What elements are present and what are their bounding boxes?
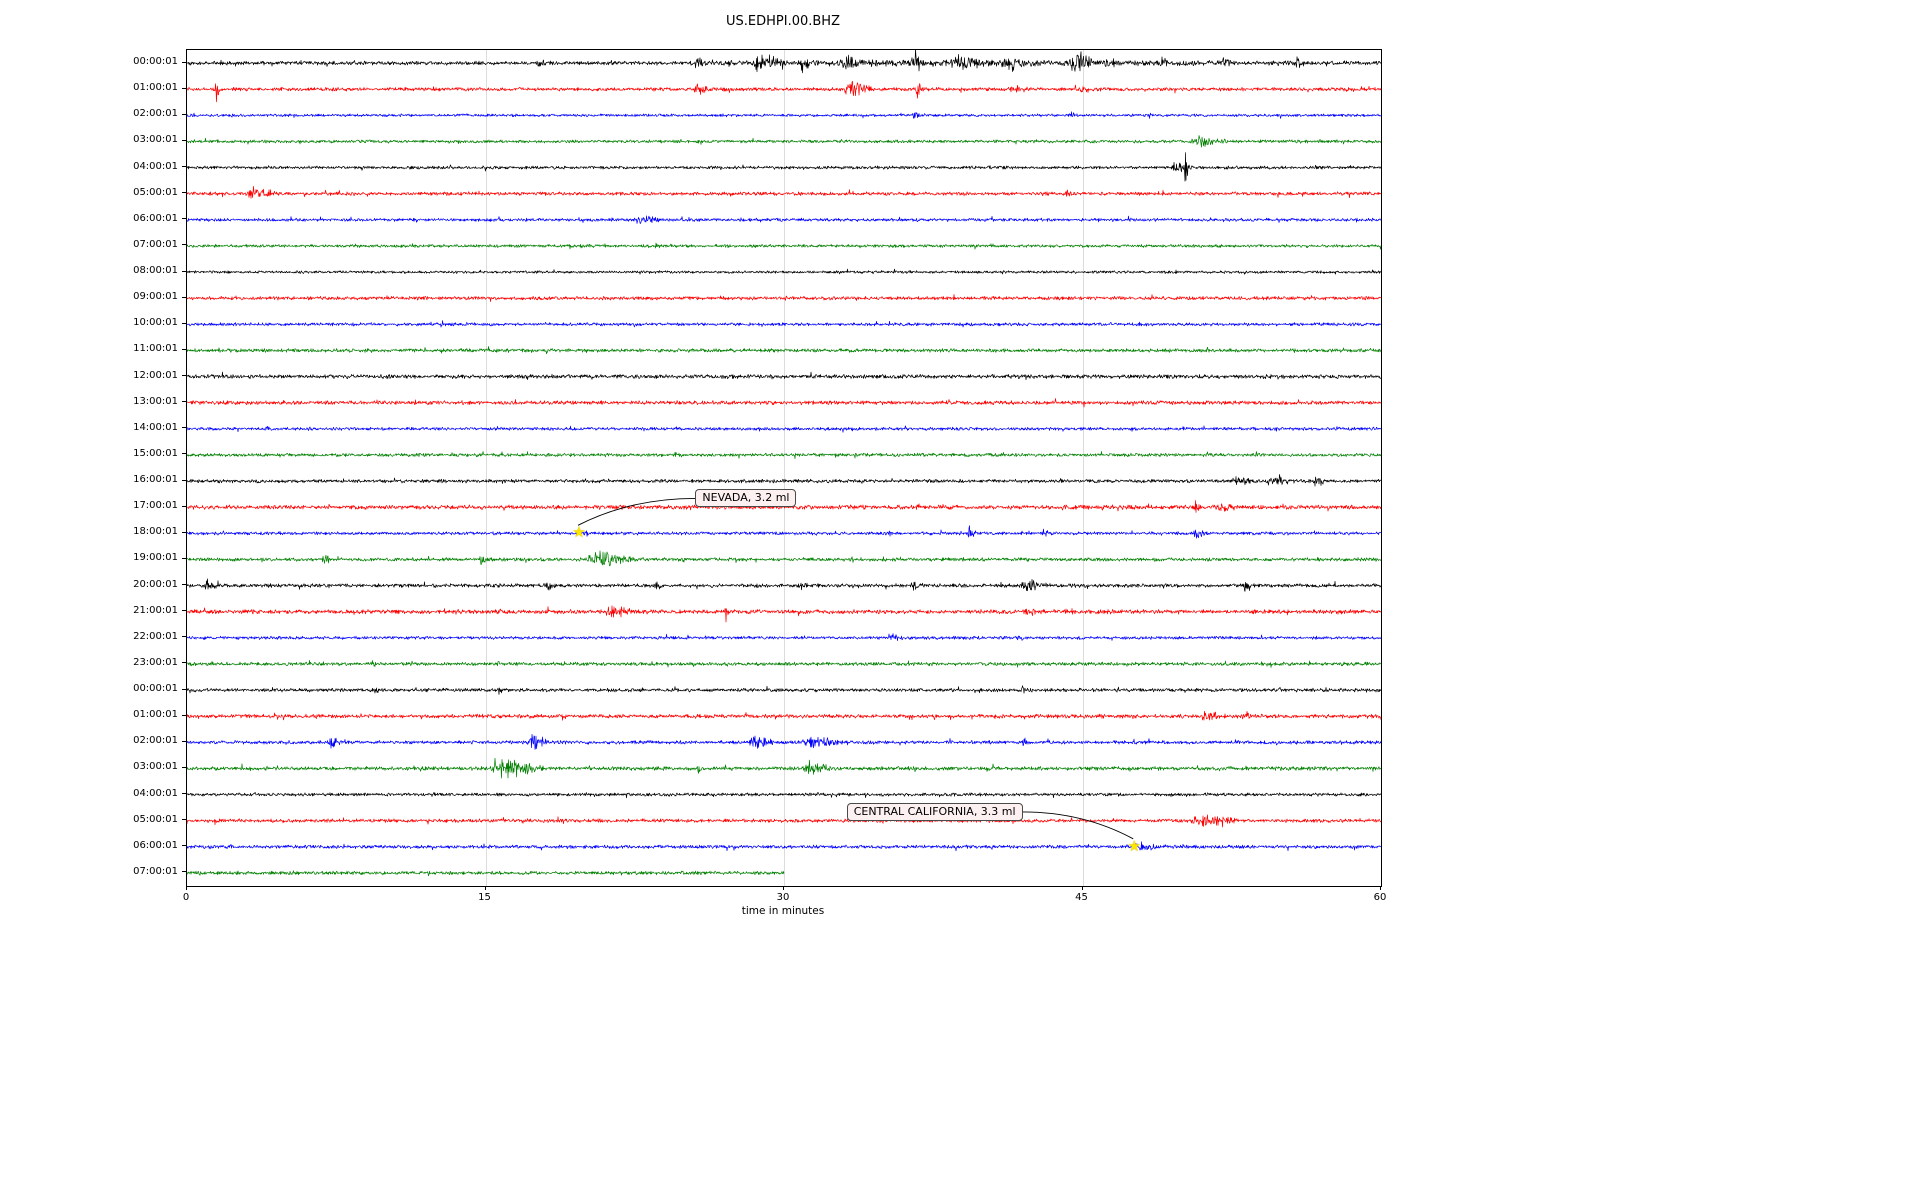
- y-axis-tick: [182, 322, 186, 324]
- x-axis-tick-label: 60: [1373, 892, 1387, 903]
- y-axis-tick: [182, 139, 186, 141]
- event-star-icon: ★: [1127, 836, 1141, 855]
- y-axis-label: 18:00:01: [133, 526, 178, 538]
- y-axis-tick: [182, 375, 186, 377]
- y-axis-label: 00:00:01: [133, 56, 178, 68]
- y-axis-tick: [182, 584, 186, 586]
- seismogram-canvas: [187, 50, 1381, 886]
- x-axis-tick: [783, 886, 784, 890]
- y-axis-tick: [182, 793, 186, 795]
- y-axis-label: 10:00:01: [133, 317, 178, 329]
- y-axis-label: 17:00:01: [133, 500, 178, 512]
- y-axis-label: 16:00:01: [133, 474, 178, 486]
- y-axis-label: 00:00:01: [133, 683, 178, 695]
- y-axis-label: 20:00:01: [133, 578, 178, 590]
- y-axis-label: 05:00:01: [133, 813, 178, 825]
- y-axis-tick: [182, 296, 186, 298]
- plot-title: US.EDHPI.00.BHZ: [726, 14, 840, 29]
- y-axis-tick: [182, 740, 186, 742]
- y-axis-label: 07:00:01: [133, 865, 178, 877]
- x-axis-tick: [1380, 886, 1381, 890]
- y-axis-label: 11:00:01: [133, 343, 178, 355]
- y-axis-tick: [182, 766, 186, 768]
- x-axis-tick-label: 15: [478, 892, 491, 903]
- y-axis-tick: [182, 87, 186, 89]
- y-axis-label: 03:00:01: [133, 134, 178, 146]
- plot-area: ★ ★: [186, 49, 1382, 887]
- y-axis-tick: [182, 662, 186, 664]
- x-axis-tick: [1081, 886, 1083, 890]
- y-axis-label: 15:00:01: [133, 447, 178, 459]
- y-axis-tick: [182, 845, 186, 847]
- y-axis-label: 06:00:01: [133, 839, 178, 851]
- y-axis-label: 13:00:01: [133, 395, 178, 407]
- x-axis-tick-label: 45: [1075, 892, 1088, 903]
- y-axis-label: 09:00:01: [133, 291, 178, 303]
- y-axis-label: 01:00:01: [133, 82, 178, 94]
- y-axis-label: 02:00:01: [133, 108, 178, 120]
- y-axis-label: 01:00:01: [133, 709, 178, 721]
- y-axis-tick: [182, 871, 186, 873]
- y-axis-label: 03:00:01: [133, 761, 178, 773]
- y-axis-tick: [182, 113, 186, 115]
- event-annotation-label: CENTRAL CALIFORNIA, 3.3 ml: [846, 802, 1023, 821]
- y-axis-tick: [182, 427, 186, 429]
- x-axis-tick: [186, 886, 187, 890]
- y-axis-label: 05:00:01: [133, 186, 178, 198]
- y-axis-tick: [182, 166, 186, 168]
- y-axis-tick: [182, 244, 186, 246]
- event-star-icon: ★: [572, 523, 586, 542]
- x-axis-tick: [484, 886, 486, 890]
- y-axis-label: 07:00:01: [133, 238, 178, 250]
- y-axis-tick: [182, 819, 186, 821]
- y-axis-label: 12:00:01: [133, 369, 178, 381]
- y-axis-label: 08:00:01: [133, 265, 178, 277]
- event-markers: ★ ★: [187, 50, 1381, 886]
- y-axis-label: 14:00:01: [133, 421, 178, 433]
- y-axis-tick: [182, 557, 186, 559]
- y-axis-label: 04:00:01: [133, 787, 178, 799]
- y-axis-label: 22:00:01: [133, 630, 178, 642]
- y-axis-label: 23:00:01: [133, 656, 178, 668]
- x-axis-tick-label: 0: [182, 892, 190, 903]
- event-annotation-label: NEVADA, 3.2 ml: [695, 489, 797, 508]
- y-axis-tick: [182, 453, 186, 455]
- y-axis-tick: [182, 348, 186, 350]
- x-axis-title: time in minutes: [741, 905, 825, 917]
- y-axis-tick: [182, 401, 186, 403]
- y-axis-label: 21:00:01: [133, 604, 178, 616]
- y-axis-tick: [182, 218, 186, 220]
- y-axis-label: 02:00:01: [133, 735, 178, 747]
- y-axis-tick: [182, 636, 186, 638]
- y-axis-tick: [182, 714, 186, 716]
- y-axis-tick: [182, 270, 186, 272]
- y-axis-tick: [182, 192, 186, 194]
- y-axis-tick: [182, 610, 186, 612]
- y-axis-tick: [182, 531, 186, 533]
- y-axis-label: 06:00:01: [133, 212, 178, 224]
- y-axis-label: 19:00:01: [133, 552, 178, 564]
- y-axis-tick: [182, 688, 186, 690]
- y-axis-tick: [182, 505, 186, 507]
- y-axis-tick: [182, 479, 186, 481]
- y-axis-label: 04:00:01: [133, 160, 178, 172]
- x-axis-tick-label: 30: [776, 892, 790, 903]
- y-axis-tick: [182, 61, 186, 63]
